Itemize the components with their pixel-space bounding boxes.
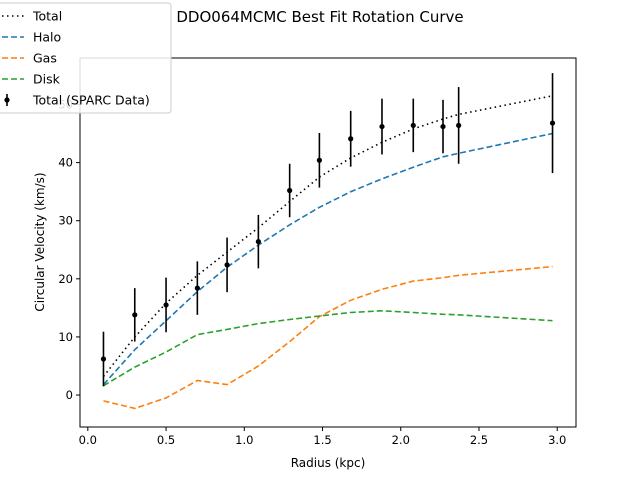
data-point	[100, 356, 107, 362]
legend-label: Gas	[33, 51, 57, 66]
y-tick-label: 40	[58, 156, 73, 170]
legend-box	[0, 2, 172, 114]
series-line-halo	[102, 132, 553, 386]
x-tick-label: 1.0	[235, 433, 253, 447]
data-point	[456, 122, 462, 129]
data-point	[287, 187, 293, 194]
data-point	[316, 157, 322, 163]
x-axis-ticks: 0.0 0.5 1.0 1.5 2.0 2.5 3.0	[79, 427, 566, 447]
chart-title: DDO064MCMC Best Fit Rotation Curve	[176, 8, 463, 26]
data-point	[410, 122, 416, 129]
x-tick-label: 2.5	[470, 433, 488, 447]
series-line-disk	[103, 309, 553, 387]
series-line-total	[102, 95, 553, 377]
y-tick-label: 20	[58, 272, 73, 286]
data-point	[132, 312, 138, 318]
legend-label: Halo	[33, 30, 61, 45]
data-point	[440, 123, 446, 130]
data-point	[194, 285, 200, 291]
legend-label: Disk	[33, 72, 61, 87]
data-point	[379, 123, 385, 130]
y-axis-label: Circular Velocity (km/s)	[33, 172, 47, 311]
plot-frame	[79, 57, 577, 428]
data-point	[348, 136, 354, 142]
series-layer	[102, 95, 553, 410]
legend: Total Halo Gas Disk Total (SPARC Data)	[0, 2, 172, 114]
data-point	[255, 239, 261, 245]
legend-label: Total (SPARC Data)	[32, 93, 150, 108]
data-point	[549, 120, 556, 126]
y-tick-label: 10	[58, 330, 73, 344]
x-axis-label: Radius (kpc)	[291, 456, 366, 470]
legend-label: Total	[32, 9, 62, 24]
x-tick-label: 2.0	[392, 433, 410, 447]
x-tick-label: 3.0	[548, 433, 566, 447]
data-point	[224, 262, 230, 268]
y-tick-label: 0	[66, 388, 73, 402]
data-points-layer	[100, 73, 556, 387]
x-tick-label: 1.5	[313, 433, 331, 447]
legend-swatch-point	[4, 97, 10, 103]
x-tick-label: 0.0	[79, 433, 97, 447]
y-tick-label: 30	[58, 214, 73, 228]
data-point	[163, 302, 169, 308]
series-line-gas	[103, 265, 553, 410]
y-axis-ticks: 01020304050	[58, 97, 80, 402]
x-tick-label: 0.5	[157, 433, 175, 447]
